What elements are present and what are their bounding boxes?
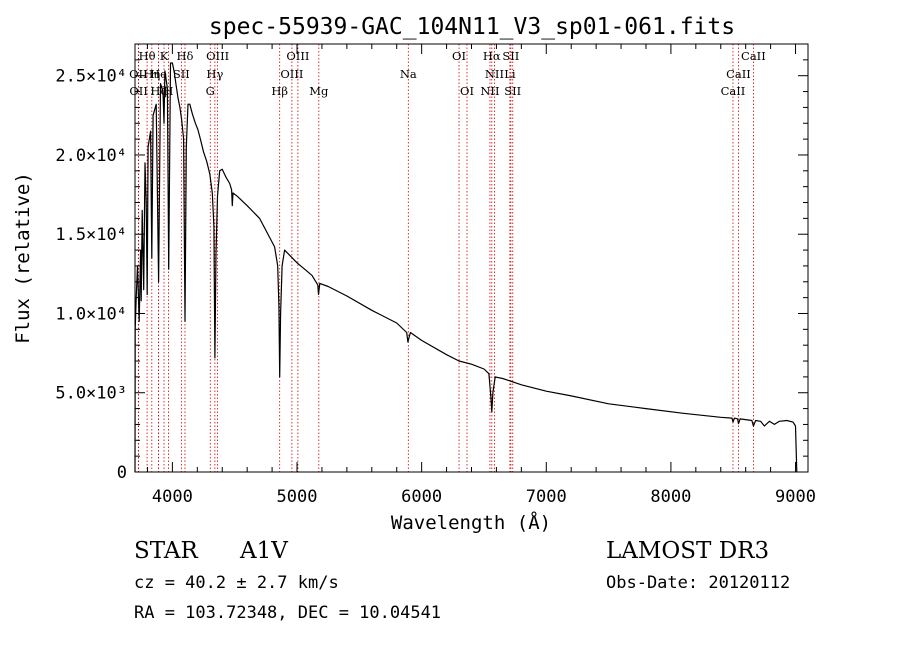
coordinates: RA = 103.72348, DEC = 10.04541 [134,603,442,623]
line-label: NII [480,84,499,98]
line-label: G [206,84,215,98]
line-label: SII [504,84,521,98]
line-label: OIII [280,67,303,81]
redshift-value: cz = 40.2 ± 2.7 km/s [134,573,339,593]
y-axis: 0 5.0×10³ 1.0×10⁴ 1.5×10⁴ 2.0×10⁴ 2.5×10⁴ [55,59,808,483]
spectrum-series [134,62,798,473]
object-class: STAR [134,538,198,564]
x-tick-label: 8000 [650,487,691,507]
spectrum-line [134,62,798,473]
line-markers [137,44,754,472]
line-label: SII [173,67,190,81]
line-label: Li [504,67,516,81]
line-label: Na [400,67,417,81]
x-tick-label: 5000 [277,487,318,507]
line-label: OIII [206,49,229,63]
x-tick-label: 9000 [775,487,816,507]
line-label: Hδ [176,49,193,63]
line-label: Hθ [139,49,156,63]
survey-name: LAMOST DR3 [606,538,770,564]
y-tick-label: 2.5×10⁴ [55,67,127,87]
x-axis: 4000 5000 6000 7000 8000 9000 [146,44,816,507]
object-subclass: A1V [240,538,288,564]
chart-title: spec-55939-GAC_104N11_V3_sp01-061.fits [209,14,735,40]
line-label: Hγ [206,67,223,81]
line-label: Hβ [271,84,288,98]
y-tick-label: 5.0×10³ [55,384,127,404]
observation-date: Obs-Date: 20120112 [606,573,791,593]
y-tick-label: 0 [117,463,127,483]
y-tick-label: 1.5×10⁴ [55,225,127,245]
line-label: Hη [143,67,160,81]
x-axis-label: Wavelength (Å) [391,511,551,534]
line-label: K [160,49,169,63]
y-tick-label: 2.0×10⁴ [55,146,127,166]
line-label: NII [485,67,504,81]
line-label: OI [460,84,474,98]
y-axis-label: Flux (relative) [12,172,34,344]
line-label: CaII [721,84,746,98]
x-tick-label: 4000 [152,487,193,507]
x-tick-label: 6000 [401,487,442,507]
line-label: OIII [286,49,309,63]
line-label: Hα [483,49,501,63]
y-tick-label: 1.0×10⁴ [55,304,127,324]
line-label: H [163,84,173,98]
line-label: CaII [741,49,766,63]
line-label: SII [502,49,519,63]
plot-frame [134,43,809,473]
line-label: OII [129,67,148,81]
line-label: OII [129,84,148,98]
line-label: OI [452,49,466,63]
x-tick-label: 7000 [526,487,567,507]
line-label: He [150,67,167,81]
line-label: Mg [309,84,329,98]
line-label: CaII [726,67,751,81]
